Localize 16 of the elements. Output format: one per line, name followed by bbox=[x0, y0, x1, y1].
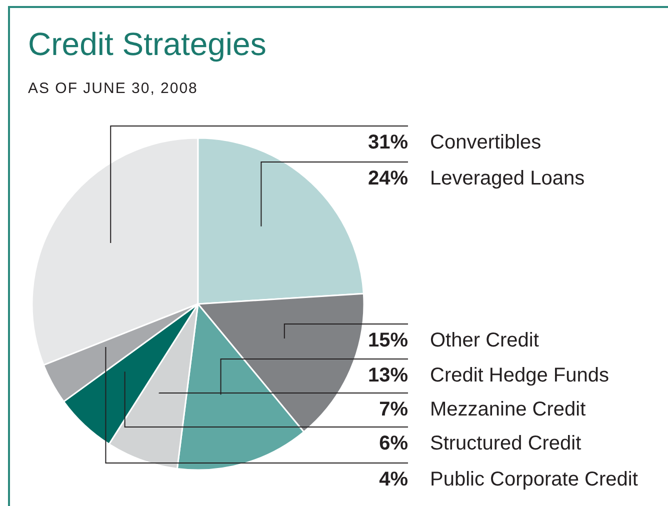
data-label: 15% bbox=[368, 329, 408, 352]
data-label: 24% bbox=[368, 167, 408, 190]
slice-label: Convertibles bbox=[430, 131, 542, 154]
chart-title: Credit Strategies bbox=[28, 26, 266, 63]
data-label: 31% bbox=[368, 131, 408, 154]
slice-label: Public Corporate Credit bbox=[430, 468, 638, 490]
data-label: 13% bbox=[368, 364, 408, 386]
data-label: 6% bbox=[379, 432, 408, 454]
slice-label: Mezzanine Credit bbox=[430, 398, 586, 420]
data-label: 7% bbox=[379, 398, 408, 420]
data-label: 4% bbox=[379, 468, 408, 490]
slice-label: Leveraged Loans bbox=[430, 167, 585, 190]
chart-subtitle: AS OF JUNE 30, 2008 bbox=[28, 80, 198, 97]
slice-label: Credit Hedge Funds bbox=[430, 364, 609, 386]
slice-label: Other Credit bbox=[430, 329, 540, 352]
slice-label: Structured Credit bbox=[430, 432, 582, 454]
